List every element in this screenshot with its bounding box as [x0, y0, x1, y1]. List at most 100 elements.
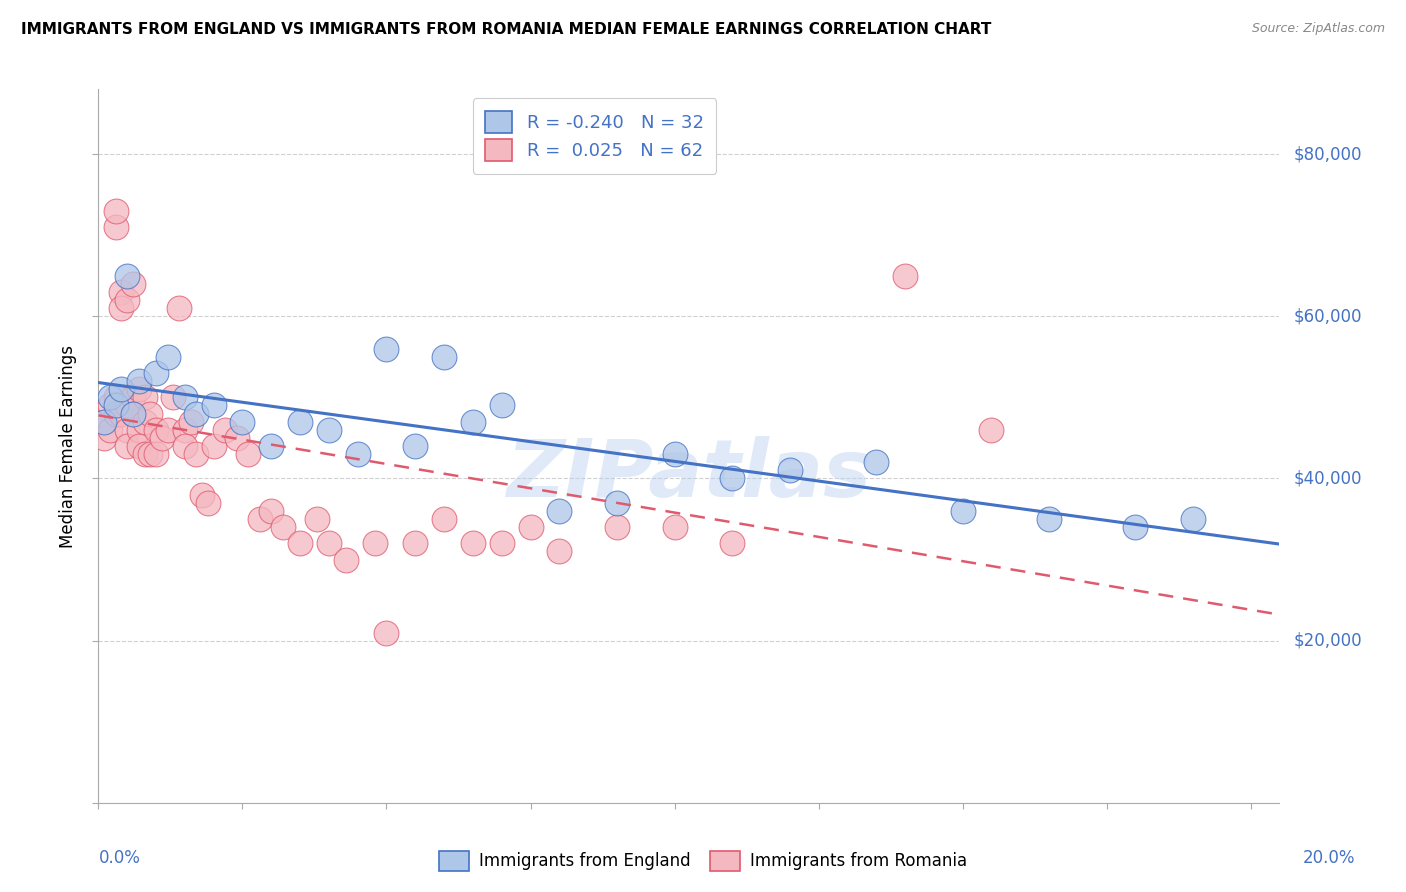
Point [779, 463, 801, 477]
Point [104, 407, 127, 421]
Point [335, 552, 357, 566]
Point [980, 423, 1002, 437]
Point [865, 455, 887, 469]
Point [491, 399, 513, 413]
Text: 0.0%: 0.0% [98, 849, 141, 867]
Point [225, 431, 247, 445]
Point [548, 504, 571, 518]
Point [721, 536, 744, 550]
Point [461, 415, 484, 429]
Point [249, 512, 271, 526]
Point [1182, 512, 1205, 526]
Point [721, 471, 744, 485]
Text: Source: ZipAtlas.com: Source: ZipAtlas.com [1251, 22, 1385, 36]
Point [260, 439, 283, 453]
Point [98, 390, 121, 404]
Point [260, 504, 283, 518]
Text: $80,000: $80,000 [1294, 145, 1362, 163]
Point [156, 423, 179, 437]
Point [433, 512, 456, 526]
Point [150, 431, 173, 445]
Point [238, 447, 260, 461]
Point [375, 342, 398, 356]
Text: 20.0%: 20.0% [1303, 849, 1355, 867]
Point [122, 407, 145, 421]
Point [271, 520, 294, 534]
Point [110, 301, 132, 315]
Point [110, 285, 132, 299]
Point [115, 268, 138, 283]
Point [162, 390, 184, 404]
Point [128, 374, 150, 388]
Point [664, 520, 686, 534]
Point [134, 447, 156, 461]
Point [307, 512, 329, 526]
Point [346, 447, 368, 461]
Point [104, 390, 127, 404]
Point [122, 407, 145, 421]
Point [318, 536, 340, 550]
Point [145, 447, 167, 461]
Point [173, 423, 195, 437]
Point [104, 220, 127, 235]
Point [167, 301, 190, 315]
Point [115, 293, 138, 307]
Point [894, 268, 917, 283]
Point [375, 625, 398, 640]
Point [191, 488, 214, 502]
Point [318, 423, 340, 437]
Legend: Immigrants from England, Immigrants from Romania: Immigrants from England, Immigrants from… [430, 842, 976, 880]
Point [433, 350, 456, 364]
Text: ZIPatlas: ZIPatlas [506, 435, 872, 514]
Point [186, 447, 208, 461]
Point [404, 439, 426, 453]
Point [231, 415, 253, 429]
Point [461, 536, 484, 550]
Point [197, 496, 219, 510]
Point [128, 382, 150, 396]
Y-axis label: Median Female Earnings: Median Female Earnings [59, 344, 77, 548]
Point [202, 399, 225, 413]
Point [180, 415, 202, 429]
Point [156, 350, 179, 364]
Point [139, 407, 162, 421]
Point [606, 496, 628, 510]
Point [115, 399, 138, 413]
Point [664, 447, 686, 461]
Point [98, 423, 121, 437]
Point [93, 415, 115, 429]
Point [952, 504, 974, 518]
Point [128, 423, 150, 437]
Point [288, 536, 311, 550]
Point [115, 423, 138, 437]
Point [202, 439, 225, 453]
Point [122, 277, 145, 291]
Point [404, 536, 426, 550]
Point [173, 439, 195, 453]
Point [128, 439, 150, 453]
Text: $60,000: $60,000 [1294, 307, 1362, 326]
Point [134, 390, 156, 404]
Point [139, 447, 162, 461]
Text: IMMIGRANTS FROM ENGLAND VS IMMIGRANTS FROM ROMANIA MEDIAN FEMALE EARNINGS CORREL: IMMIGRANTS FROM ENGLAND VS IMMIGRANTS FR… [21, 22, 991, 37]
Point [1038, 512, 1060, 526]
Point [214, 423, 236, 437]
Point [145, 423, 167, 437]
Point [98, 399, 121, 413]
Point [122, 390, 145, 404]
Legend: R = -0.240   N = 32, R =  0.025   N = 62: R = -0.240 N = 32, R = 0.025 N = 62 [472, 98, 717, 174]
Text: $40,000: $40,000 [1294, 469, 1362, 487]
Point [93, 431, 115, 445]
Point [186, 407, 208, 421]
Point [110, 407, 132, 421]
Text: $20,000: $20,000 [1294, 632, 1362, 649]
Point [110, 382, 132, 396]
Point [548, 544, 571, 558]
Point [115, 439, 138, 453]
Point [364, 536, 387, 550]
Point [606, 520, 628, 534]
Point [491, 536, 513, 550]
Point [104, 203, 127, 218]
Point [519, 520, 541, 534]
Point [173, 390, 195, 404]
